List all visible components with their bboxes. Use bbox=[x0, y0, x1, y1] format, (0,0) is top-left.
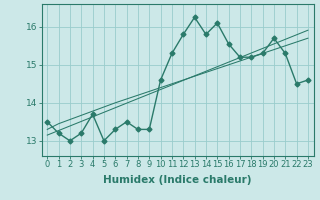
X-axis label: Humidex (Indice chaleur): Humidex (Indice chaleur) bbox=[103, 175, 252, 185]
